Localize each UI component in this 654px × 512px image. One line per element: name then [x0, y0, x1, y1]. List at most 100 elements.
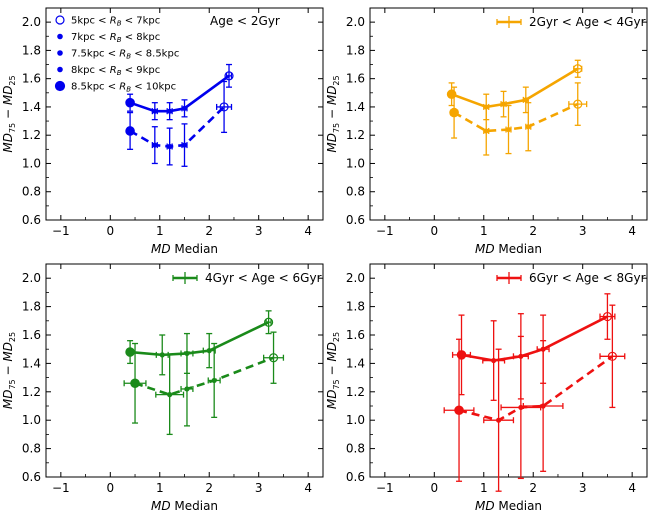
data-point [211, 377, 217, 384]
data-point [125, 347, 135, 357]
x-tick-label: 0 [430, 224, 438, 238]
y-tick-label: 1.4 [22, 356, 41, 370]
legend-entry: 7kpc < RB < 8kpc [71, 32, 160, 44]
data-point [449, 107, 459, 118]
y-tick-label: 1.6 [346, 328, 365, 342]
y-axis-label: MD75 − MD25 [325, 332, 341, 409]
axes-frame [45, 263, 324, 478]
y-tick-label: 1.8 [22, 300, 41, 314]
data-point [125, 126, 135, 136]
series-line [451, 67, 579, 109]
panel-2: −1 0 1 2 3 4 0.6 0.8 1.0 1.2 1.4 1.6 1.8 2.0 MD Median… [325, 7, 648, 256]
x-tick-label: 0 [106, 224, 114, 238]
data-point [167, 392, 173, 398]
y-axis-label: MD75 − MD25 [1, 75, 17, 152]
y-tick-label: 2.0 [346, 15, 365, 29]
y-axis-label: MD75 − MD25 [325, 75, 341, 152]
data-point [454, 405, 464, 416]
data-point [491, 357, 497, 364]
y-tick-label: 2.0 [346, 271, 365, 285]
data-point [184, 386, 190, 392]
data-point [159, 352, 165, 358]
x-tick-label: 4 [304, 481, 312, 495]
data-point [219, 102, 229, 112]
series-upper [125, 63, 234, 121]
legend: 6Gyr < Age < 8Gyr [496, 271, 646, 285]
x-tick-label: −1 [376, 224, 394, 238]
y-tick-label: 0.8 [22, 185, 41, 199]
legend-marker [57, 50, 63, 56]
legend-entry: 5kpc < RB < 7kpc [71, 16, 160, 28]
y-tick-label: 1.4 [346, 356, 365, 370]
x-tick-label: 3 [255, 481, 263, 495]
legend-entry: 8.5kpc < RB < 10kpc [71, 82, 176, 94]
y-tick-label: 1.0 [346, 156, 365, 170]
x-tick-label: −1 [52, 481, 70, 495]
series-line [134, 356, 275, 397]
panel-3: −1 0 1 2 3 4 0.6 0.8 1.0 1.2 1.4 1.6 1.8 2.0 MD Median… [1, 263, 324, 512]
y-tick-label: 0.8 [346, 185, 365, 199]
x-tick-label: 4 [628, 224, 636, 238]
legend-label: 6Gyr < Age < 8Gyr [529, 271, 646, 285]
data-point [518, 404, 524, 411]
y-tick-label: 1.6 [346, 72, 365, 86]
legend-marker [54, 80, 66, 92]
panel-1: −1 0 1 2 3 4 0.6 0.8 1.0 1.2 1.4 1.6 1.8 2.0 MD Median… [1, 7, 324, 256]
data-point [496, 417, 502, 423]
data-point [525, 124, 531, 130]
data-point [152, 142, 158, 148]
x-tick-label: −1 [52, 224, 70, 238]
data-point [152, 108, 158, 114]
x-tick-label: 1 [156, 224, 164, 238]
data-point [573, 99, 583, 109]
y-tick-label: 1.0 [22, 413, 41, 427]
legend-marker [57, 33, 63, 40]
y-tick-label: 0.6 [22, 213, 41, 227]
legend-entry: 8kpc < RB < 9kpc [71, 65, 160, 77]
data-point [167, 108, 173, 114]
y-tick-label: 0.6 [346, 213, 365, 227]
series-lower [449, 82, 588, 156]
y-axis-label: MD75 − MD25 [1, 332, 17, 409]
data-point [263, 317, 274, 327]
y-tick-label: 1.2 [346, 385, 365, 399]
x-tick-label: 1 [480, 481, 488, 495]
legend: 4Gyr < Age < 6Gyr [172, 271, 322, 285]
x-axis-label: MD Median [475, 242, 542, 256]
x-tick-label: −1 [376, 481, 394, 495]
panel-4: −1 0 1 2 3 4 0.6 0.8 1.0 1.2 1.4 1.6 1.8 2.0 MD Median… [325, 263, 648, 512]
series-lower [443, 304, 626, 492]
x-tick-label: 1 [156, 481, 164, 495]
data-point [540, 403, 546, 409]
x-axis-label: MD Median [151, 242, 218, 256]
y-tick-label: 1.8 [346, 300, 365, 314]
legend: Age < 2Gyr 5kpc < RB < 7kpc 7kpc < RB < 8k… [54, 14, 280, 94]
x-axis-label: MD Median [475, 499, 542, 512]
y-tick-label: 1.2 [22, 385, 41, 399]
y-tick-label: 1.2 [22, 128, 41, 142]
y-tick-label: 1.0 [346, 413, 365, 427]
y-tick-label: 1.4 [346, 100, 365, 114]
series-line [453, 102, 579, 133]
y-tick-label: 2.0 [22, 15, 41, 29]
legend-marker [57, 66, 63, 73]
legend-marker [55, 15, 65, 25]
y-tick-label: 0.8 [22, 442, 41, 456]
series-lower [123, 331, 285, 436]
x-tick-label: 3 [579, 224, 587, 238]
series-line [129, 105, 225, 148]
data-point [206, 348, 212, 354]
y-tick-label: 1.2 [346, 128, 365, 142]
data-point [167, 143, 173, 150]
series-lower [125, 80, 233, 167]
y-tick-label: 1.6 [22, 72, 41, 86]
x-tick-label: 0 [106, 481, 114, 495]
series-line [129, 321, 270, 357]
series-upper [446, 59, 583, 121]
legend: 2Gyr < Age < 4Gyr [496, 15, 646, 29]
x-tick-label: 2 [529, 481, 537, 495]
series-line [458, 355, 614, 422]
axes-frame [369, 263, 648, 478]
x-tick-label: 1 [480, 224, 488, 238]
